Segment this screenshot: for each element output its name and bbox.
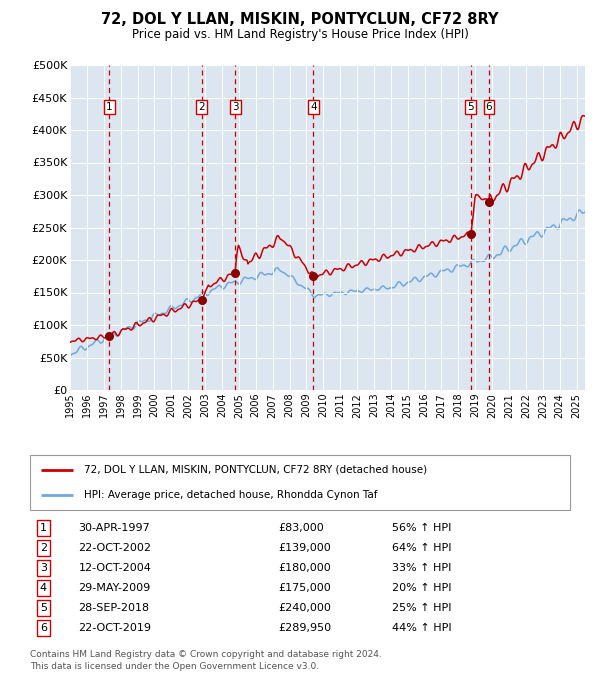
- Text: 44% ↑ HPI: 44% ↑ HPI: [392, 623, 451, 633]
- Text: 28-SEP-2018: 28-SEP-2018: [79, 603, 150, 613]
- Text: 1: 1: [106, 102, 113, 112]
- Text: 2: 2: [199, 102, 205, 112]
- Text: 5: 5: [40, 603, 47, 613]
- Text: 25% ↑ HPI: 25% ↑ HPI: [392, 603, 451, 613]
- Text: 22-OCT-2019: 22-OCT-2019: [79, 623, 152, 633]
- Text: 20% ↑ HPI: 20% ↑ HPI: [392, 583, 451, 593]
- Text: 6: 6: [485, 102, 492, 112]
- Text: 4: 4: [310, 102, 317, 112]
- Text: 5: 5: [467, 102, 474, 112]
- Text: Contains HM Land Registry data © Crown copyright and database right 2024.: Contains HM Land Registry data © Crown c…: [30, 650, 382, 659]
- Text: 22-OCT-2002: 22-OCT-2002: [79, 543, 152, 553]
- Text: 30-APR-1997: 30-APR-1997: [79, 523, 151, 533]
- Text: £83,000: £83,000: [278, 523, 324, 533]
- Text: £240,000: £240,000: [278, 603, 331, 613]
- Text: 4: 4: [40, 583, 47, 593]
- Text: 3: 3: [232, 102, 238, 112]
- Text: 6: 6: [40, 623, 47, 633]
- Text: 72, DOL Y LLAN, MISKIN, PONTYCLUN, CF72 8RY (detached house): 72, DOL Y LLAN, MISKIN, PONTYCLUN, CF72 …: [84, 465, 427, 475]
- Text: £139,000: £139,000: [278, 543, 331, 553]
- Text: HPI: Average price, detached house, Rhondda Cynon Taf: HPI: Average price, detached house, Rhon…: [84, 490, 377, 500]
- Text: 1: 1: [40, 523, 47, 533]
- Text: 56% ↑ HPI: 56% ↑ HPI: [392, 523, 451, 533]
- Text: 72, DOL Y LLAN, MISKIN, PONTYCLUN, CF72 8RY: 72, DOL Y LLAN, MISKIN, PONTYCLUN, CF72 …: [101, 12, 499, 27]
- Text: £180,000: £180,000: [278, 563, 331, 573]
- Text: Price paid vs. HM Land Registry's House Price Index (HPI): Price paid vs. HM Land Registry's House …: [131, 28, 469, 41]
- Text: 64% ↑ HPI: 64% ↑ HPI: [392, 543, 451, 553]
- Text: £289,950: £289,950: [278, 623, 332, 633]
- Text: 33% ↑ HPI: 33% ↑ HPI: [392, 563, 451, 573]
- Text: This data is licensed under the Open Government Licence v3.0.: This data is licensed under the Open Gov…: [30, 662, 319, 671]
- Text: 29-MAY-2009: 29-MAY-2009: [79, 583, 151, 593]
- Text: 2: 2: [40, 543, 47, 553]
- Text: 12-OCT-2004: 12-OCT-2004: [79, 563, 151, 573]
- FancyBboxPatch shape: [30, 455, 570, 510]
- Text: £175,000: £175,000: [278, 583, 331, 593]
- Text: 3: 3: [40, 563, 47, 573]
